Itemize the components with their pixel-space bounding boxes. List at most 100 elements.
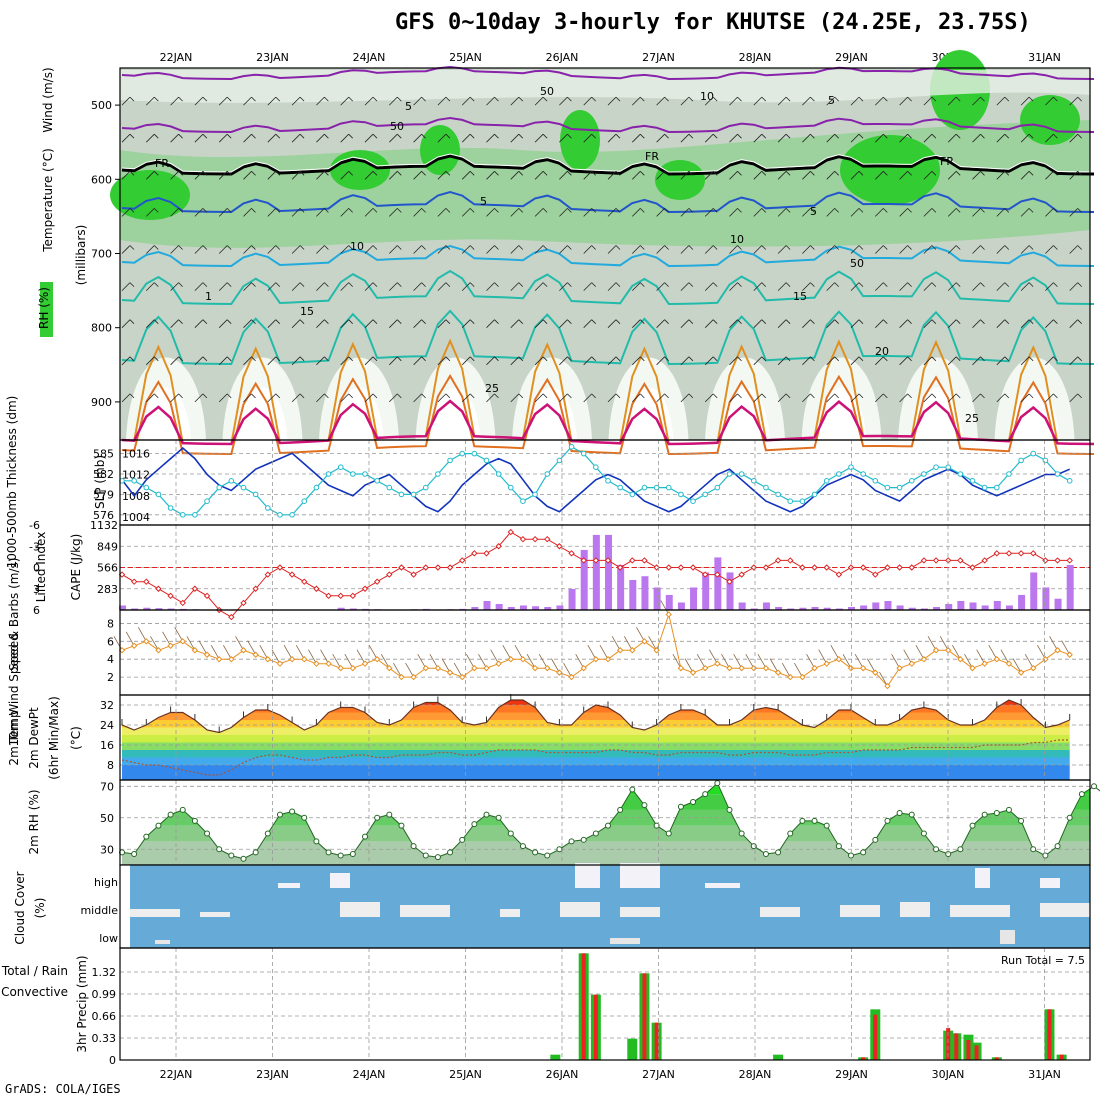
rh-point: [532, 849, 539, 856]
pressure-tick-label: 800: [91, 322, 112, 335]
wind-barb: [923, 319, 937, 328]
wind-barb: [121, 282, 135, 291]
precip-tick: 0.33: [92, 1032, 117, 1045]
wind-barb: [632, 393, 645, 403]
thickness-point: [179, 512, 186, 518]
wind-barb: [802, 245, 815, 254]
temperature-legend-label: Temperature (°C): [41, 148, 55, 253]
wind-barb-10m: [648, 636, 657, 651]
temp-line: [121, 699, 1070, 734]
wind-barb: [389, 356, 402, 366]
wind-barb: [632, 319, 645, 328]
cape-axis-label: CAPE (J/kg): [69, 534, 83, 601]
wind10m-frame: [119, 609, 1091, 696]
cape-bar: [119, 605, 126, 610]
wind-barb: [680, 208, 694, 217]
cloud-middle: [840, 905, 880, 917]
wind-barb: [899, 96, 912, 106]
wind-barb-10m: [514, 645, 524, 660]
wind-barb: [121, 208, 135, 217]
wind-barb: [267, 245, 281, 254]
wind-barb: [194, 319, 208, 328]
wind-barb: [218, 356, 232, 366]
wind-barb-10m: [259, 645, 269, 660]
lifted-point: [167, 592, 174, 600]
wind-speed-point: [386, 664, 393, 672]
lifted-point: [325, 592, 332, 600]
wind-barb-10m: [502, 645, 512, 660]
wind-barb: [996, 282, 1010, 291]
wind-barb-10m: [745, 653, 755, 669]
thickness-point: [799, 498, 806, 505]
wind-speed-point: [604, 656, 612, 663]
lifted-point: [252, 585, 259, 592]
wind-barb-10m: [806, 653, 815, 669]
cape-bar: [1066, 564, 1074, 610]
wind-barb: [291, 245, 305, 254]
wind-barb: [704, 96, 718, 106]
rh-point: [677, 803, 684, 810]
thickness-point: [605, 478, 611, 484]
lifted-point: [835, 571, 843, 578]
wind-barb: [291, 393, 305, 403]
wind-barb: [777, 356, 791, 366]
wind-barb: [218, 133, 232, 143]
lifted-point: [653, 564, 660, 571]
wind-speed-point: [981, 660, 988, 667]
rh-point: [605, 822, 611, 829]
rh-tick: 50: [100, 812, 114, 825]
wind-barb: [413, 208, 426, 217]
wind-barb: [194, 245, 208, 254]
cape-bar: [993, 600, 1001, 610]
temp-contour-minus5: [121, 116, 1095, 134]
wind-barb: [194, 282, 208, 291]
wind-speed-point: [799, 673, 806, 681]
slp-tick: 1016: [122, 447, 150, 460]
wind-barb: [267, 356, 281, 366]
wind-speed-point: [701, 664, 709, 672]
rh-point: [1054, 843, 1061, 850]
lifted-point: [349, 592, 357, 600]
rh-point: [374, 814, 381, 821]
wind-barb: [1069, 171, 1082, 180]
rh-point: [653, 822, 660, 829]
wind-barb: [461, 282, 475, 291]
lifted-point: [519, 535, 527, 543]
wind-speed-point: [859, 664, 867, 672]
wind-barb: [972, 133, 985, 143]
rh-point: [495, 814, 502, 821]
wind-barb: [947, 319, 961, 328]
wind-barb: [583, 356, 596, 366]
wind-speed-point: [762, 664, 770, 672]
wind-barb: [656, 282, 669, 291]
cloud-low: [1000, 930, 1015, 944]
wind-barb: [1045, 393, 1058, 403]
wind-barb: [875, 133, 888, 143]
contour-label: 50: [850, 257, 864, 270]
thickness-point: [884, 484, 891, 491]
lifted-point: [908, 564, 915, 571]
wind-barb-10m: [915, 645, 925, 660]
wind-barb: [923, 133, 937, 143]
wind-barb: [243, 245, 256, 254]
thickness-point: [483, 457, 490, 464]
precip-convective-bar: [1047, 1009, 1052, 1060]
wind-speed-point: [410, 673, 417, 681]
thickness-point: [848, 464, 854, 471]
lifted-tick: -3: [29, 540, 40, 553]
wind-speed-point: [276, 660, 284, 667]
wind-barb: [875, 96, 888, 106]
wind-barb: [534, 208, 548, 217]
lifted-point: [264, 571, 272, 578]
rh-point: [592, 830, 599, 837]
cape-bar: [568, 588, 576, 610]
lifted-point: [762, 564, 770, 571]
lifted-point: [471, 550, 478, 557]
lifted-point: [957, 557, 964, 564]
wind-barb: [607, 319, 621, 328]
wind-barb: [704, 393, 718, 403]
wind-barb-10m: [223, 645, 232, 660]
wind-barb: [389, 208, 402, 217]
wind-speed-point: [884, 682, 891, 690]
wind-barb: [316, 393, 329, 403]
